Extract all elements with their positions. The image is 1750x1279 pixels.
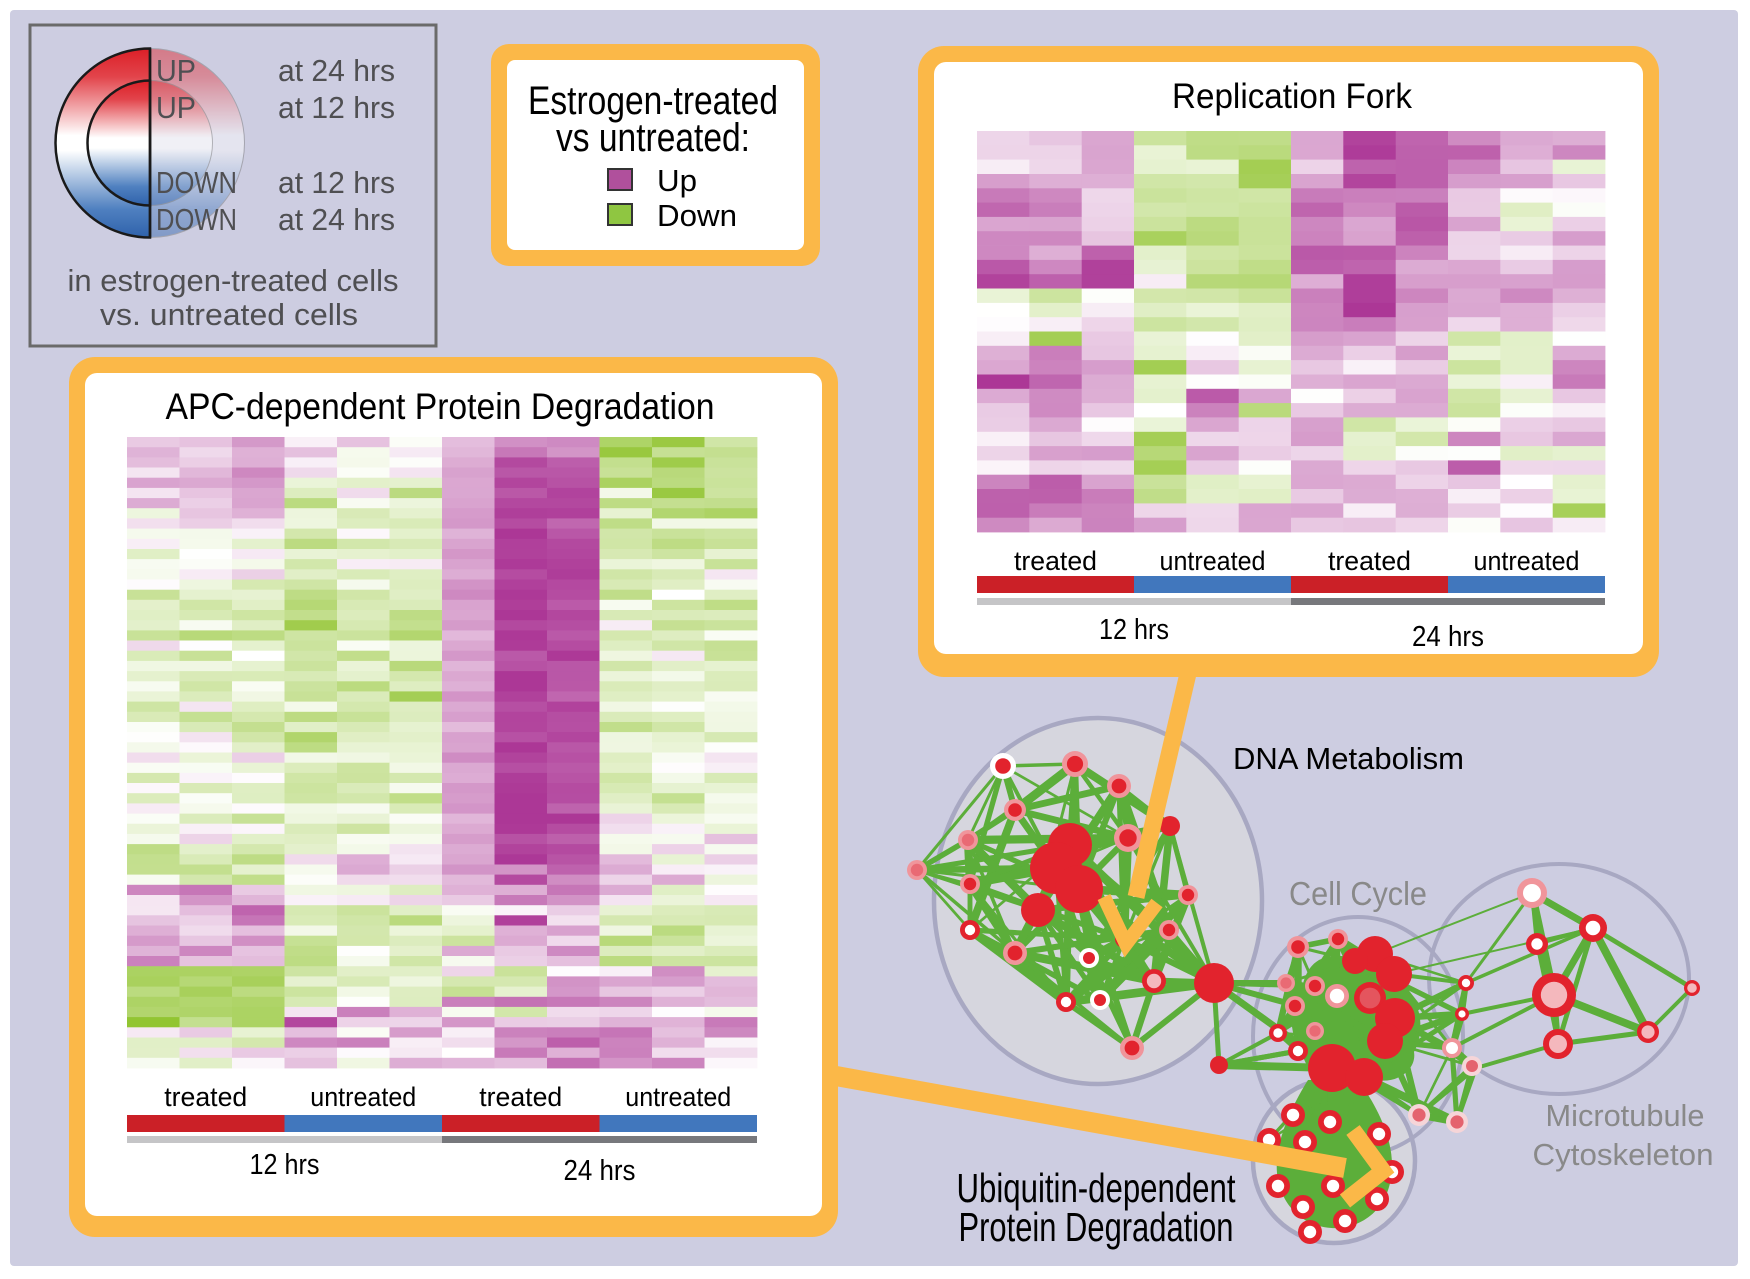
svg-text:Replication Fork: Replication Fork [1172, 77, 1412, 116]
svg-text:treated: treated [1014, 546, 1097, 576]
svg-text:untreated: untreated [1474, 546, 1580, 576]
svg-text:UP: UP [156, 53, 196, 88]
svg-text:at 24 hrs: at 24 hrs [278, 53, 395, 88]
svg-text:vs untreated:: vs untreated: [556, 116, 750, 160]
svg-text:Ubiquitin-dependent: Ubiquitin-dependent [957, 1165, 1236, 1211]
svg-text:at 24 hrs: at 24 hrs [278, 202, 395, 237]
svg-text:DOWN: DOWN [156, 165, 237, 200]
svg-text:UP: UP [156, 90, 196, 125]
svg-text:DOWN: DOWN [156, 202, 237, 237]
svg-text:at 12 hrs: at 12 hrs [278, 165, 395, 200]
svg-text:treated: treated [164, 1082, 247, 1112]
svg-text:APC-dependent Protein Degradat: APC-dependent Protein Degradation [166, 386, 715, 427]
svg-text:DNA Metabolism: DNA Metabolism [1233, 741, 1464, 776]
svg-text:Up: Up [657, 163, 697, 198]
svg-text:Estrogen-treated: Estrogen-treated [528, 79, 778, 123]
svg-text:Down: Down [657, 198, 737, 233]
svg-text:12 hrs: 12 hrs [1099, 614, 1169, 646]
svg-text:Cell Cycle: Cell Cycle [1289, 875, 1427, 912]
svg-text:at 12 hrs: at 12 hrs [278, 90, 395, 125]
svg-text:untreated: untreated [310, 1082, 416, 1112]
svg-text:in estrogen-treated cells: in estrogen-treated cells [68, 263, 399, 298]
svg-text:Cytoskeleton: Cytoskeleton [1533, 1137, 1714, 1172]
svg-text:24 hrs: 24 hrs [564, 1155, 636, 1187]
svg-text:treated: treated [479, 1082, 562, 1112]
svg-text:vs. untreated cells: vs. untreated cells [100, 297, 358, 332]
svg-text:12 hrs: 12 hrs [250, 1149, 320, 1181]
svg-text:treated: treated [1328, 546, 1411, 576]
svg-text:untreated: untreated [625, 1082, 731, 1112]
svg-text:24 hrs: 24 hrs [1412, 621, 1484, 653]
svg-text:Protein Degradation: Protein Degradation [959, 1204, 1234, 1250]
svg-text:untreated: untreated [1160, 546, 1266, 576]
svg-text:Microtubule: Microtubule [1546, 1098, 1705, 1133]
